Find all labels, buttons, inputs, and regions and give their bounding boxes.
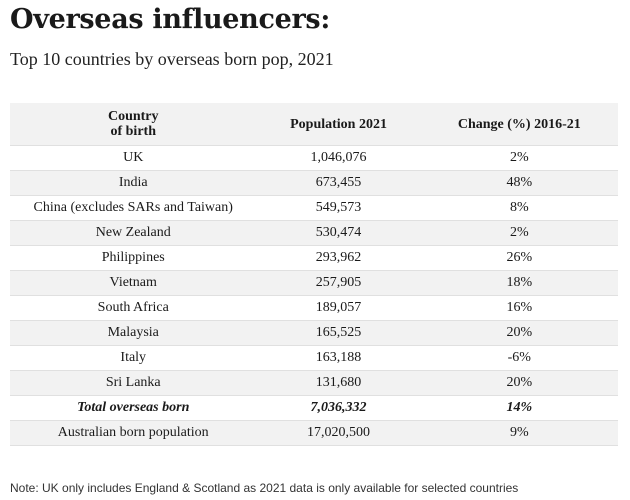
- table-row: New Zealand 530,474 2%: [10, 220, 618, 246]
- table-row: UK 1,046,076 2%: [10, 145, 618, 171]
- cell-change: 16%: [420, 295, 618, 321]
- cell-population: 549,573: [256, 195, 421, 221]
- column-header-country: Country of birth: [10, 103, 257, 146]
- cell-change: -6%: [420, 345, 618, 371]
- cell-population: 163,188: [256, 345, 421, 371]
- cell-population: 293,962: [256, 245, 421, 271]
- cell-population: 165,525: [256, 320, 421, 346]
- table-row: China (excludes SARs and Taiwan) 549,573 8…: [10, 195, 618, 221]
- cell-country: Vietnam: [10, 270, 257, 296]
- table-header-row: Country of birth Population 2021 Change …: [10, 103, 618, 146]
- cell-population: 1,046,076: [256, 145, 421, 171]
- cell-population: 189,057: [256, 295, 421, 321]
- cell-change: 48%: [420, 170, 618, 196]
- column-header-country-line2: of birth: [110, 124, 156, 139]
- cell-change: 20%: [420, 370, 618, 396]
- footnote: Note: UK only includes England & Scotlan…: [10, 481, 519, 495]
- cell-population: 257,905: [256, 270, 421, 296]
- chart-title: Overseas influencers:: [10, 4, 330, 35]
- cell-country: Sri Lanka: [10, 370, 257, 396]
- cell-country: China (excludes SARs and Taiwan): [10, 195, 257, 221]
- cell-population: 673,455: [256, 170, 421, 196]
- cell-change: 2%: [420, 220, 618, 246]
- cell-country: India: [10, 170, 257, 196]
- table-row: South Africa 189,057 16%: [10, 295, 618, 321]
- cell-country: Malaysia: [10, 320, 257, 346]
- cell-change: 18%: [420, 270, 618, 296]
- cell-country: New Zealand: [10, 220, 257, 246]
- cell-country: UK: [10, 145, 257, 171]
- cell-change: 9%: [420, 420, 618, 446]
- table-row: Total overseas born 7,036,332 14%: [10, 395, 618, 421]
- cell-change: 2%: [420, 145, 618, 171]
- chart-subtitle: Top 10 countries by overseas born pop, 2…: [10, 49, 334, 69]
- table-row: India 673,455 48%: [10, 170, 618, 196]
- cell-country: Italy: [10, 345, 257, 371]
- cell-change: 8%: [420, 195, 618, 221]
- column-header-change: Change (%) 2016-21: [420, 103, 618, 146]
- table-row: Australian born population 17,020,500 9%: [10, 420, 618, 446]
- table-body: UK 1,046,076 2% India 673,455 48% China (exclu…: [10, 145, 618, 446]
- table-row: Philippines 293,962 26%: [10, 245, 618, 271]
- cell-population: 7,036,332: [256, 395, 421, 421]
- table-row: Italy 163,188 -6%: [10, 345, 618, 371]
- cell-population: 131,680: [256, 370, 421, 396]
- cell-country: Total overseas born: [10, 395, 257, 421]
- table-row: Sri Lanka 131,680 20%: [10, 370, 618, 396]
- table-row: Malaysia 165,525 20%: [10, 320, 618, 346]
- cell-change: 26%: [420, 245, 618, 271]
- column-header-population: Population 2021: [256, 103, 421, 146]
- cell-population: 530,474: [256, 220, 421, 246]
- column-header-country-line1: Country: [107, 109, 159, 124]
- data-table: Country of birth Population 2021 Change …: [10, 103, 618, 446]
- cell-change: 20%: [420, 320, 618, 346]
- cell-population: 17,020,500: [256, 420, 421, 446]
- cell-country: South Africa: [10, 295, 257, 321]
- cell-change: 14%: [420, 395, 618, 421]
- table-row: Vietnam 257,905 18%: [10, 270, 618, 296]
- cell-country: Philippines: [10, 245, 257, 271]
- cell-country: Australian born population: [10, 420, 257, 446]
